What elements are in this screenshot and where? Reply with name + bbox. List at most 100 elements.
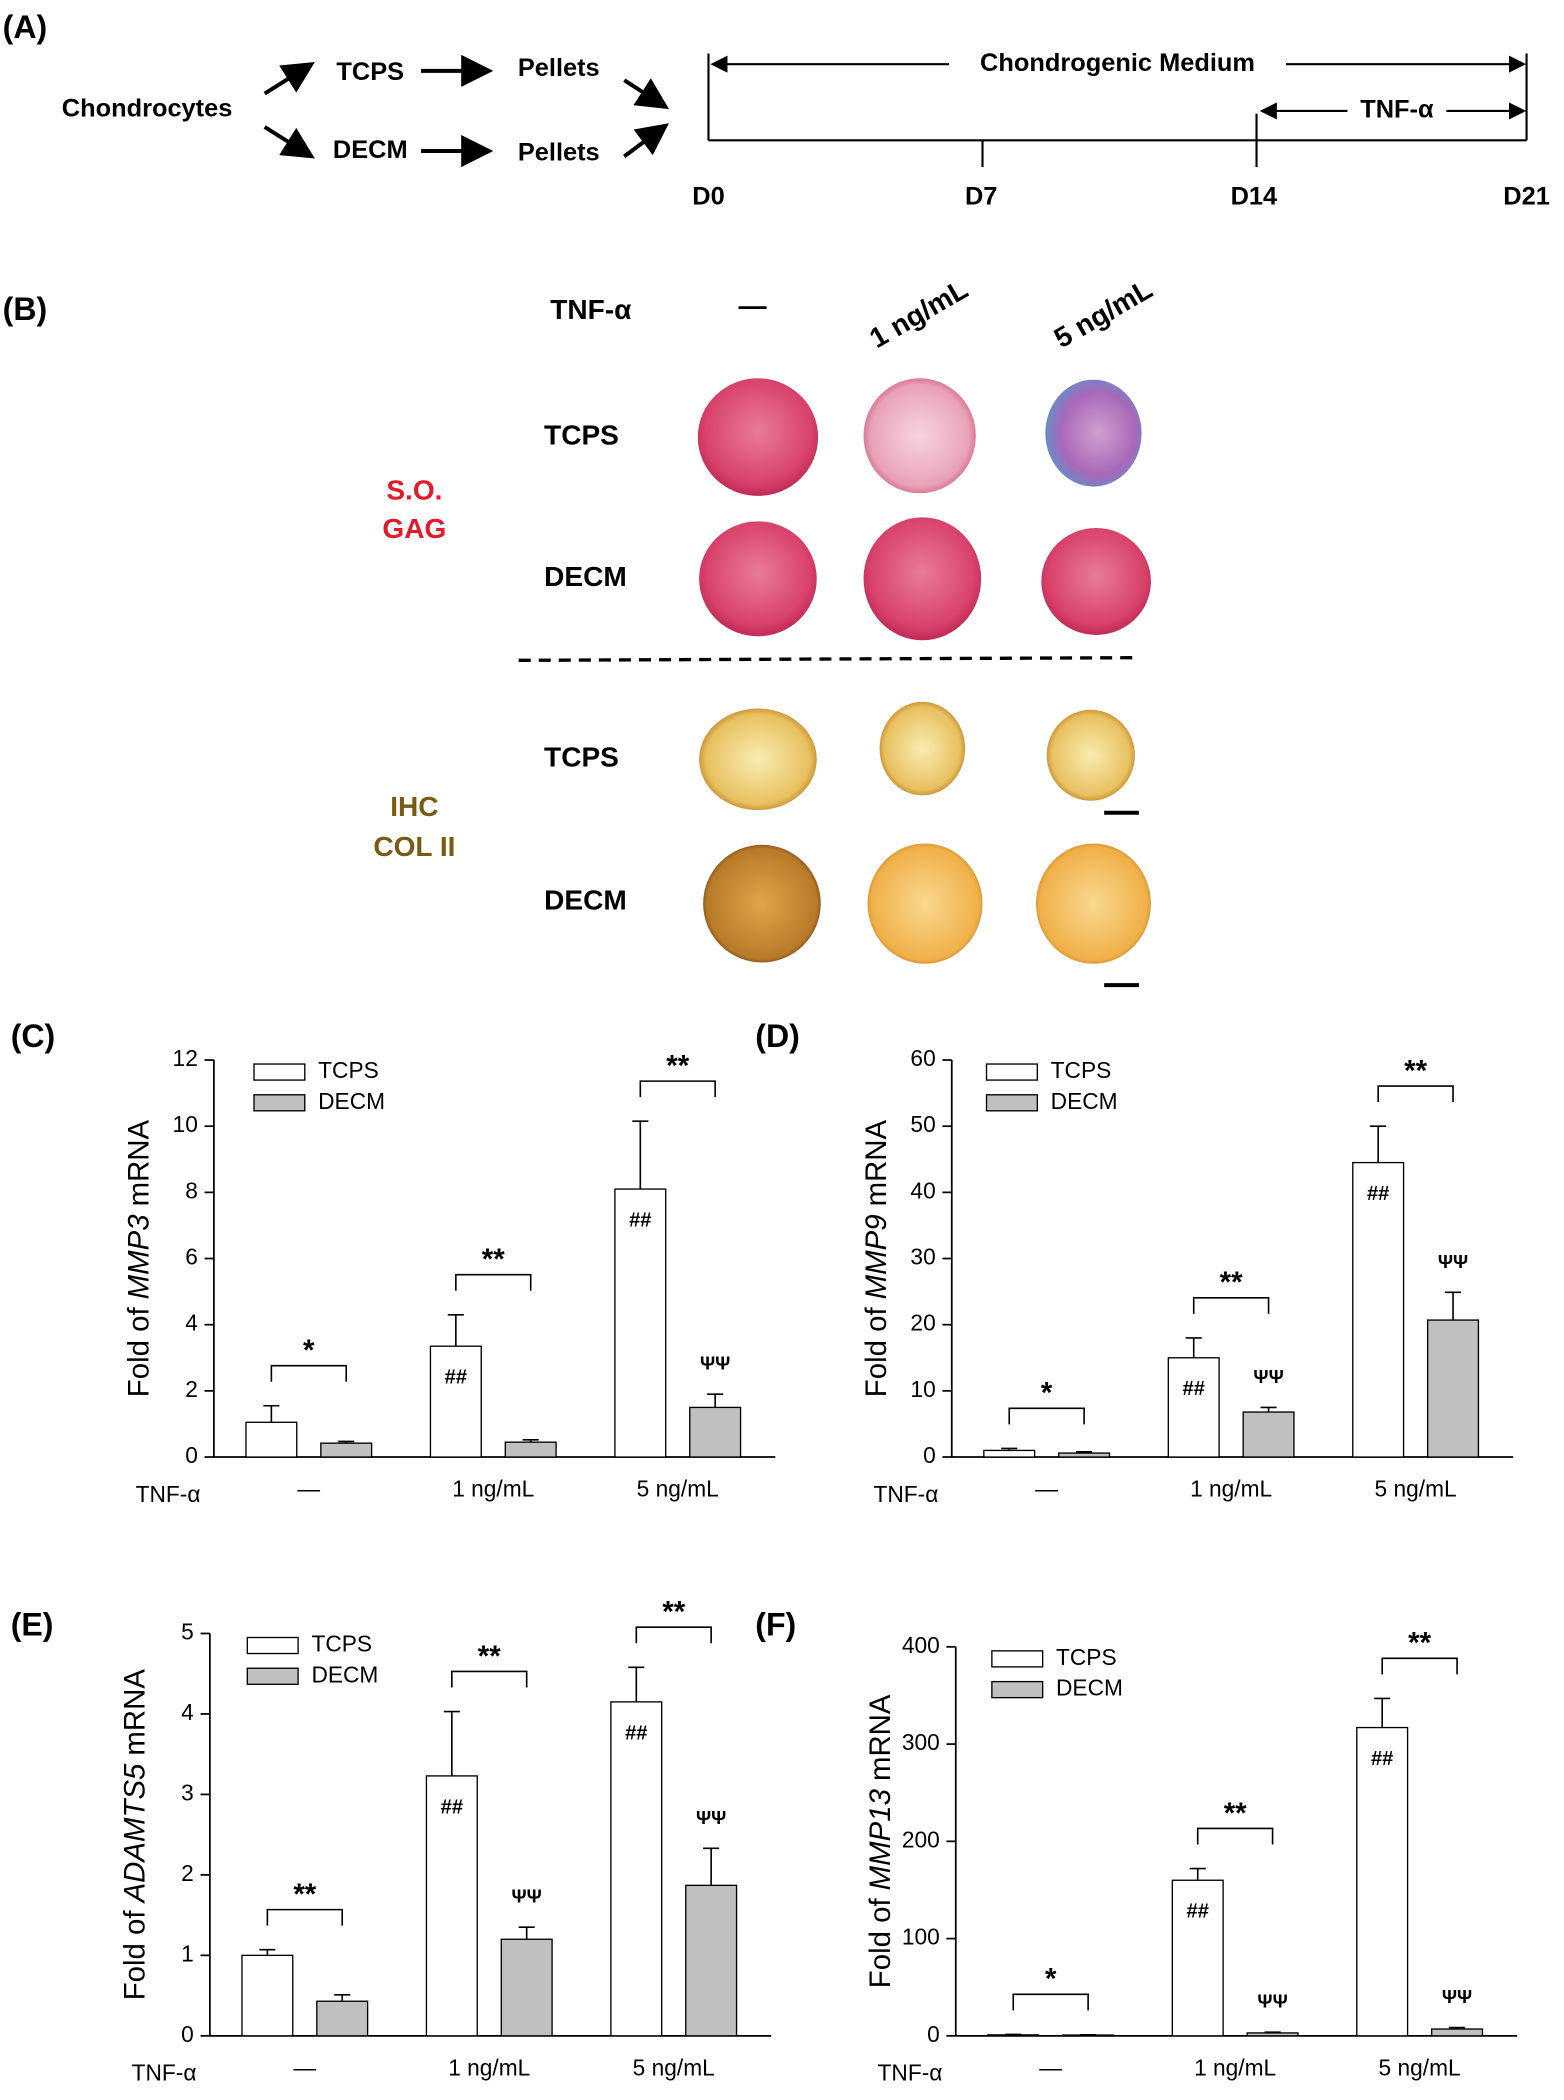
y-tick-label: 0 bbox=[923, 1442, 936, 1468]
source-label: Chondrocytes bbox=[62, 94, 233, 122]
error-bar bbox=[263, 1404, 280, 1423]
significance-bracket bbox=[1012, 1993, 1089, 2011]
significance-bracket bbox=[1381, 1657, 1458, 1675]
bar bbox=[1058, 1452, 1111, 1458]
legend-label: TCPS bbox=[1056, 1644, 1117, 1670]
x-axis-label: TNF-α bbox=[136, 1481, 201, 1507]
bar bbox=[614, 1188, 667, 1458]
significance-mark: ΨΨ bbox=[700, 1353, 730, 1374]
y-tick-label: 0 bbox=[185, 1442, 198, 1468]
panel-label: (C) bbox=[11, 1018, 56, 1054]
bar bbox=[500, 1938, 553, 2037]
medium-label: Chondrogenic Medium bbox=[980, 49, 1255, 77]
error-bar bbox=[707, 1393, 724, 1408]
y-tick-label: 2 bbox=[181, 1860, 194, 1886]
divider bbox=[518, 655, 1139, 663]
y-tick-label: 4 bbox=[185, 1310, 198, 1336]
panel-label: (F) bbox=[755, 1606, 796, 1642]
significance-bracket bbox=[1008, 1407, 1085, 1425]
dose-label: 1 ng/mL bbox=[864, 273, 973, 354]
stain-label: COL II bbox=[373, 831, 455, 862]
y-axis-label-part: Fold of bbox=[118, 1910, 151, 2001]
significance-mark: ΨΨ bbox=[1253, 1366, 1283, 1387]
stain-label: S.O. bbox=[386, 474, 442, 505]
significance-bracket bbox=[639, 1080, 716, 1098]
y-axis-label-part: mRNA bbox=[860, 1119, 893, 1206]
legend-swatch bbox=[246, 1667, 299, 1685]
significance-label: ** bbox=[662, 1596, 685, 1629]
y-tick-label: 12 bbox=[173, 1045, 198, 1071]
legend-label: TCPS bbox=[1051, 1057, 1112, 1083]
y-tick-label: 2 bbox=[185, 1376, 198, 1402]
day-label: D7 bbox=[965, 183, 997, 211]
significance-label: * bbox=[1045, 1963, 1057, 1996]
bar bbox=[1356, 1726, 1409, 2037]
bar bbox=[610, 1701, 663, 2037]
bar bbox=[504, 1441, 557, 1458]
row-label: TCPS bbox=[544, 420, 619, 451]
x-tick-label: 5 ng/mL bbox=[637, 1475, 719, 1501]
legend-swatch bbox=[991, 1680, 1044, 1699]
error-bar bbox=[1264, 2031, 1281, 2033]
error-bar bbox=[628, 1666, 645, 1702]
bar bbox=[316, 2000, 369, 2037]
dose-label: — bbox=[739, 290, 768, 321]
x-tick-label: — bbox=[1035, 1475, 1058, 1501]
legend-swatch bbox=[991, 1650, 1044, 1668]
x-axis-label: TNF-α bbox=[132, 2060, 197, 2086]
bar bbox=[425, 1775, 478, 2037]
y-tick-label: 8 bbox=[185, 1177, 198, 1203]
bar bbox=[983, 1449, 1036, 1458]
significance-bracket bbox=[1377, 1085, 1454, 1103]
legend-swatch bbox=[253, 1094, 306, 1112]
bar bbox=[1246, 2032, 1299, 2037]
legend-label: DECM bbox=[311, 1661, 378, 1687]
y-tick-label: 300 bbox=[902, 1729, 940, 1755]
y-tick-label: 1 bbox=[181, 1940, 194, 1966]
pellet-images bbox=[697, 378, 1151, 988]
y-axis-label-part: ADAMTS5 bbox=[118, 1763, 151, 1904]
y-tick-label: 0 bbox=[927, 2021, 940, 2047]
dose-label: 5 ng/mL bbox=[1049, 273, 1158, 354]
significance-bracket bbox=[455, 1273, 532, 1291]
error-bar bbox=[447, 1313, 464, 1347]
panel-label: (A) bbox=[3, 9, 48, 45]
significance-mark: ΨΨ bbox=[512, 1886, 542, 1907]
y-axis-label-part: Fold of bbox=[864, 1898, 897, 1989]
y-axis-label: Fold of MMP3 mRNA bbox=[122, 1119, 155, 1397]
bar bbox=[245, 1421, 298, 1458]
y-tick-label: 200 bbox=[902, 1826, 940, 1852]
row-label: TCPS bbox=[544, 742, 619, 773]
significance-label: ** bbox=[1404, 1054, 1427, 1087]
significance-mark: ## bbox=[1187, 1901, 1209, 1923]
treatment-label: TNF-α bbox=[1360, 96, 1434, 124]
legend-label: DECM bbox=[318, 1088, 385, 1114]
y-tick-label: 100 bbox=[902, 1924, 940, 1950]
y-tick-label: 4 bbox=[181, 1699, 194, 1725]
bar bbox=[1242, 1411, 1295, 1458]
day-label: D14 bbox=[1231, 183, 1278, 211]
y-tick-label: 40 bbox=[910, 1177, 935, 1203]
product-label: Pellets bbox=[518, 138, 600, 166]
y-tick-label: 50 bbox=[910, 1111, 935, 1137]
y-axis-label: Fold of MMP9 mRNA bbox=[860, 1119, 893, 1397]
x-tick-label: 5 ng/mL bbox=[1379, 2054, 1461, 2080]
bar bbox=[689, 1406, 742, 1458]
error-bar bbox=[443, 1710, 460, 1776]
y-tick-label: 6 bbox=[185, 1244, 198, 1270]
bar bbox=[1171, 1879, 1224, 2037]
y-axis-label-part: mRNA bbox=[118, 1669, 151, 1756]
x-tick-label: — bbox=[293, 2054, 316, 2080]
x-tick-label: — bbox=[1039, 2054, 1062, 2080]
error-bar bbox=[1449, 2026, 1466, 2030]
flow-arrows bbox=[263, 54, 670, 168]
y-axis-label-part: mRNA bbox=[122, 1119, 155, 1206]
y-axis-label-part: MMP3 bbox=[122, 1214, 155, 1300]
stain-label: IHC bbox=[390, 791, 438, 822]
significance-mark: ## bbox=[1183, 1378, 1205, 1400]
substrate-label: DECM bbox=[333, 136, 408, 164]
bar bbox=[320, 1442, 373, 1458]
legend-swatch bbox=[985, 1094, 1038, 1112]
legend-swatch bbox=[246, 1636, 299, 1655]
